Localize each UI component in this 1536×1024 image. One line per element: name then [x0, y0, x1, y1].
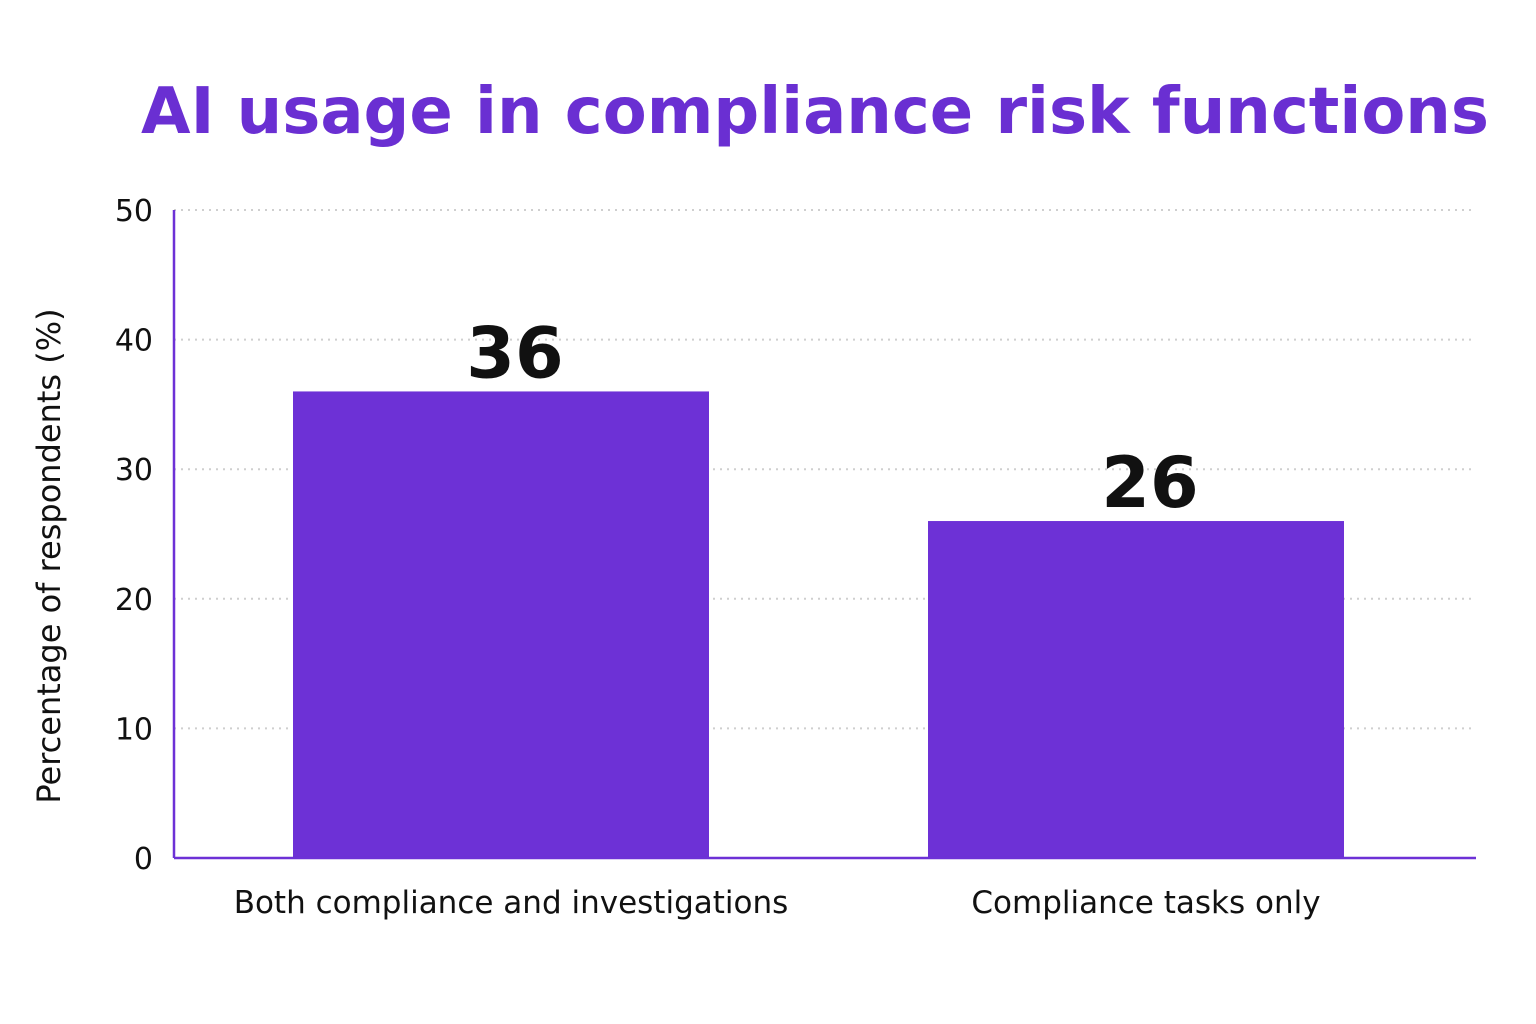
- data-label: 26: [1101, 442, 1198, 524]
- bar: [928, 521, 1344, 858]
- y-tick-label: 0: [134, 842, 153, 877]
- data-label: 36: [466, 312, 563, 394]
- y-tick-label: 10: [115, 712, 153, 747]
- axes: [172, 210, 1476, 860]
- chart-title: AI usage in compliance risk functions: [141, 75, 1489, 149]
- y-axis-label: Percentage of respondents (%): [30, 308, 68, 803]
- x-category-labels: Both compliance and investigations Compli…: [234, 885, 1321, 921]
- y-tick-label: 30: [115, 453, 153, 488]
- y-tick-label: 40: [115, 324, 153, 359]
- x-category-label: Both compliance and investigations: [234, 885, 789, 921]
- data-labels: 36 26: [466, 312, 1198, 524]
- bars: [293, 391, 1344, 858]
- y-tick-label: 20: [115, 583, 153, 618]
- bar: [293, 391, 709, 858]
- y-tick-labels: 0 10 20 30 40 50: [115, 194, 153, 877]
- x-category-label: Compliance tasks only: [971, 885, 1320, 921]
- y-tick-label: 50: [115, 194, 153, 229]
